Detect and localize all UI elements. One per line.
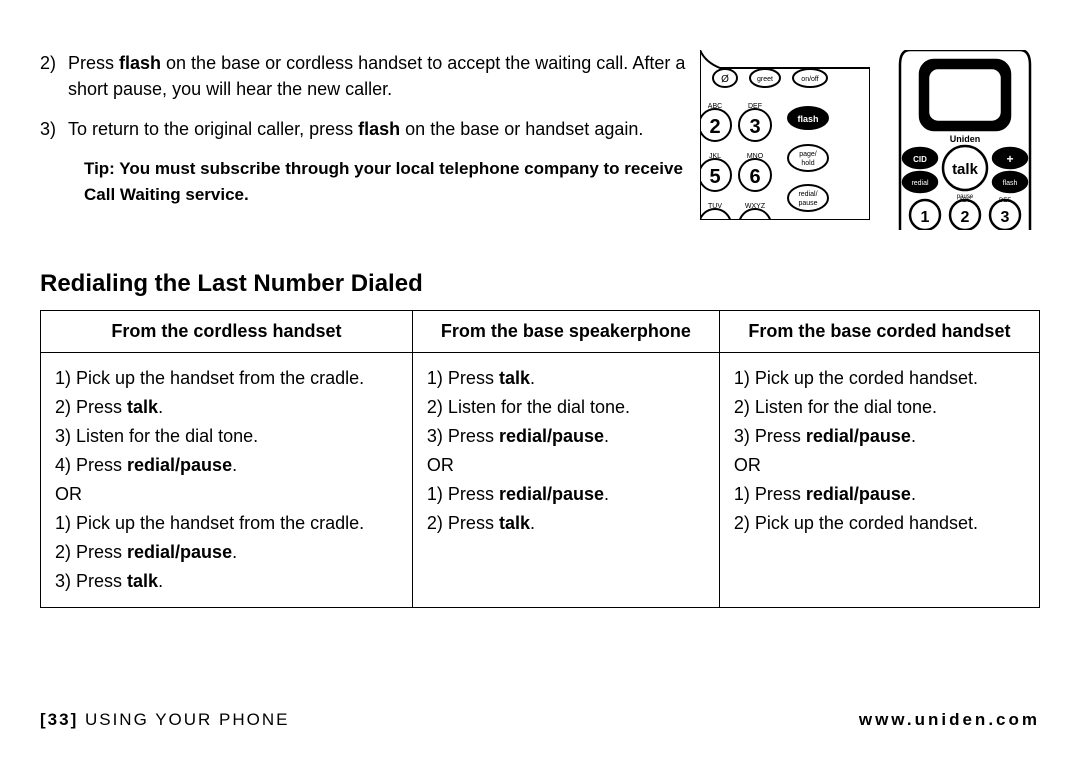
page-footer: [33] USING YOUR PHONE www.uniden.com <box>40 710 1040 730</box>
svg-text:flash: flash <box>797 114 818 124</box>
tip-text: Tip: You must subscribe through your loc… <box>84 156 690 207</box>
svg-text:2: 2 <box>709 116 720 138</box>
base-diagram: Ø greet on/off ABC 2 DEF 3 flash JKL 5 M… <box>700 50 870 220</box>
cell-col1: 1) Pick up the handset from the cradle.2… <box>41 353 413 608</box>
footer-section: USING YOUR PHONE <box>78 710 289 729</box>
svg-text:Ø: Ø <box>721 74 729 85</box>
svg-text:CID: CID <box>913 155 927 164</box>
svg-text:2: 2 <box>961 209 970 226</box>
svg-text:page/: page/ <box>799 151 817 158</box>
svg-text:+: + <box>1006 152 1013 166</box>
svg-text:Uniden: Uniden <box>950 134 981 144</box>
device-diagrams: Ø greet on/off ABC 2 DEF 3 flash JKL 5 M… <box>700 50 1040 230</box>
page-number: [33] <box>40 710 78 729</box>
cell-col3: 1) Pick up the corded handset.2) Listen … <box>719 353 1039 608</box>
svg-text:greet: greet <box>757 76 773 83</box>
section-heading: Redialing the Last Number Dialed <box>40 270 1040 298</box>
svg-text:3: 3 <box>1001 209 1010 226</box>
svg-text:pause: pause <box>798 200 817 207</box>
step-2: 2) Press flash on the base or cordless h… <box>40 50 690 102</box>
svg-text:redial: redial <box>911 180 929 187</box>
svg-text:on/off: on/off <box>801 76 818 83</box>
svg-text:talk: talk <box>952 161 979 178</box>
svg-text:redial/: redial/ <box>798 191 817 198</box>
step-num: 2) <box>40 50 68 102</box>
col-header-2: From the base speakerphone <box>412 311 719 353</box>
step-body: Press flash on the base or cordless hand… <box>68 50 690 102</box>
handset-diagram: Uniden CID talk + redial flash pause 1 A… <box>890 50 1040 230</box>
step-3: 3) To return to the original caller, pre… <box>40 116 690 142</box>
svg-text:1: 1 <box>921 209 930 226</box>
step-num: 3) <box>40 116 68 142</box>
svg-text:5: 5 <box>709 166 720 188</box>
svg-text:6: 6 <box>749 166 760 188</box>
svg-text:3: 3 <box>749 116 760 138</box>
footer-left: [33] USING YOUR PHONE <box>40 710 290 730</box>
svg-text:flash: flash <box>1003 180 1018 187</box>
footer-url: www.uniden.com <box>859 710 1040 730</box>
redial-table: From the cordless handset From the base … <box>40 310 1040 608</box>
instruction-list: 2) Press flash on the base or cordless h… <box>40 50 690 207</box>
col-header-3: From the base corded handset <box>719 311 1039 353</box>
cell-col2: 1) Press talk.2) Listen for the dial ton… <box>412 353 719 608</box>
svg-text:hold: hold <box>801 160 814 167</box>
col-header-1: From the cordless handset <box>41 311 413 353</box>
step-body: To return to the original caller, press … <box>68 116 690 142</box>
